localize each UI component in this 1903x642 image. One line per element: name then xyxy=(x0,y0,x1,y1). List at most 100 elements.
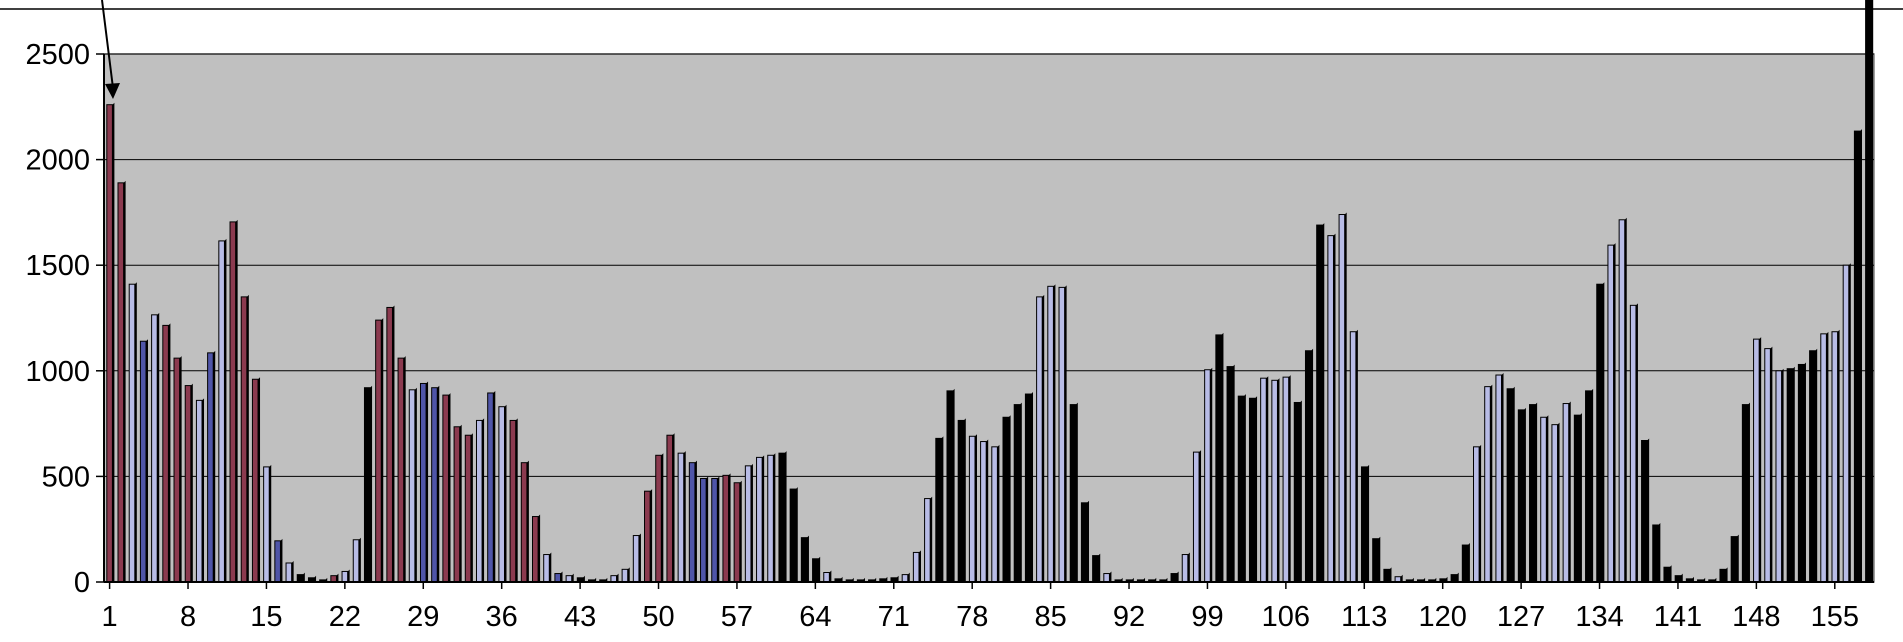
bar xyxy=(1607,244,1615,583)
bar-side xyxy=(1635,303,1638,582)
bar xyxy=(218,240,225,583)
bar xyxy=(968,435,976,583)
bar xyxy=(1360,466,1368,583)
bar xyxy=(1641,440,1648,583)
bar xyxy=(800,537,808,583)
annotation-arrow xyxy=(101,0,120,99)
bar xyxy=(1215,334,1222,583)
x-tick-label: 148 xyxy=(1732,601,1780,633)
bar xyxy=(1730,536,1738,583)
bar xyxy=(397,357,405,583)
bar-side xyxy=(1501,373,1504,582)
bar-side xyxy=(795,487,798,582)
x-tick-label: 141 xyxy=(1654,601,1702,633)
x-tick-label: 106 xyxy=(1262,601,1310,633)
bar xyxy=(1473,446,1480,583)
bar-side xyxy=(1669,565,1672,582)
bar xyxy=(1495,374,1503,583)
bar-side xyxy=(728,473,731,582)
y-tick-label: 2000 xyxy=(25,145,90,177)
x-tick-label: 64 xyxy=(799,601,831,633)
bar xyxy=(263,466,270,583)
bar xyxy=(532,516,539,583)
bar xyxy=(285,562,293,583)
bar-side xyxy=(1860,129,1862,582)
bar-side xyxy=(1109,571,1112,582)
bar xyxy=(1517,409,1525,583)
bar-side xyxy=(459,424,462,582)
bar xyxy=(756,456,763,583)
bar-side xyxy=(1591,388,1594,582)
bar-side xyxy=(975,434,977,582)
bar-side xyxy=(1333,233,1336,582)
bar-side xyxy=(1031,392,1034,582)
arrow-shaft xyxy=(101,0,114,89)
bar xyxy=(644,490,651,583)
bar-side xyxy=(258,377,261,582)
bar-side xyxy=(1535,402,1538,582)
bar xyxy=(733,482,741,583)
y-tick-label: 0 xyxy=(74,567,90,599)
bar xyxy=(184,385,192,583)
bar xyxy=(162,324,169,583)
bar xyxy=(1842,264,1850,583)
x-tick-label: 1 xyxy=(102,601,118,633)
bar xyxy=(419,382,427,583)
bar-side xyxy=(773,453,776,582)
bar-side xyxy=(1075,402,1078,582)
bar-side xyxy=(168,323,171,582)
bar xyxy=(487,392,494,583)
bar xyxy=(1226,366,1234,583)
bar xyxy=(1349,331,1357,583)
bar xyxy=(778,452,786,583)
bar-side xyxy=(1378,536,1381,582)
bar-side xyxy=(1423,577,1426,582)
bar xyxy=(139,340,147,583)
bar-side xyxy=(918,550,921,582)
bar xyxy=(520,462,528,583)
bar-side xyxy=(358,537,361,582)
bar xyxy=(957,419,965,583)
bar xyxy=(1181,554,1189,583)
bar-side xyxy=(1691,576,1694,582)
bar-side xyxy=(1311,348,1314,582)
bar-side xyxy=(739,480,742,582)
bar-side xyxy=(1781,368,1784,582)
bar xyxy=(1282,376,1290,583)
bar-side xyxy=(403,356,406,582)
bar xyxy=(128,283,136,583)
bar xyxy=(352,539,360,583)
bar-side xyxy=(941,436,944,582)
bar-side xyxy=(1344,212,1347,582)
bar-side xyxy=(1658,522,1661,582)
bar-side xyxy=(997,444,1000,582)
bar xyxy=(375,319,382,583)
bar xyxy=(498,406,505,583)
bar xyxy=(1573,414,1581,583)
bar-side xyxy=(1120,577,1123,582)
bar-side xyxy=(1199,450,1202,582)
bar xyxy=(1170,573,1178,583)
bar-side xyxy=(1243,394,1246,582)
bar xyxy=(1585,390,1592,583)
bar-side xyxy=(750,463,753,582)
x-tick-label: 57 xyxy=(721,601,753,633)
bar xyxy=(1383,568,1390,583)
bar xyxy=(475,419,483,583)
bar xyxy=(195,399,203,583)
bar xyxy=(924,498,931,583)
bar-side xyxy=(672,433,675,582)
bar xyxy=(1316,224,1323,583)
bar-side xyxy=(1266,376,1269,582)
bar-side xyxy=(1445,576,1448,582)
x-tick-label: 134 xyxy=(1575,601,1623,633)
bar-side xyxy=(1131,577,1134,582)
bar xyxy=(1820,333,1827,583)
bar xyxy=(274,540,281,583)
y-tick-label: 2500 xyxy=(25,39,90,71)
bar-side xyxy=(448,393,451,582)
x-tick-label: 92 xyxy=(1113,601,1145,633)
bar xyxy=(1450,574,1458,583)
bar xyxy=(1036,296,1043,583)
bar xyxy=(106,104,113,583)
